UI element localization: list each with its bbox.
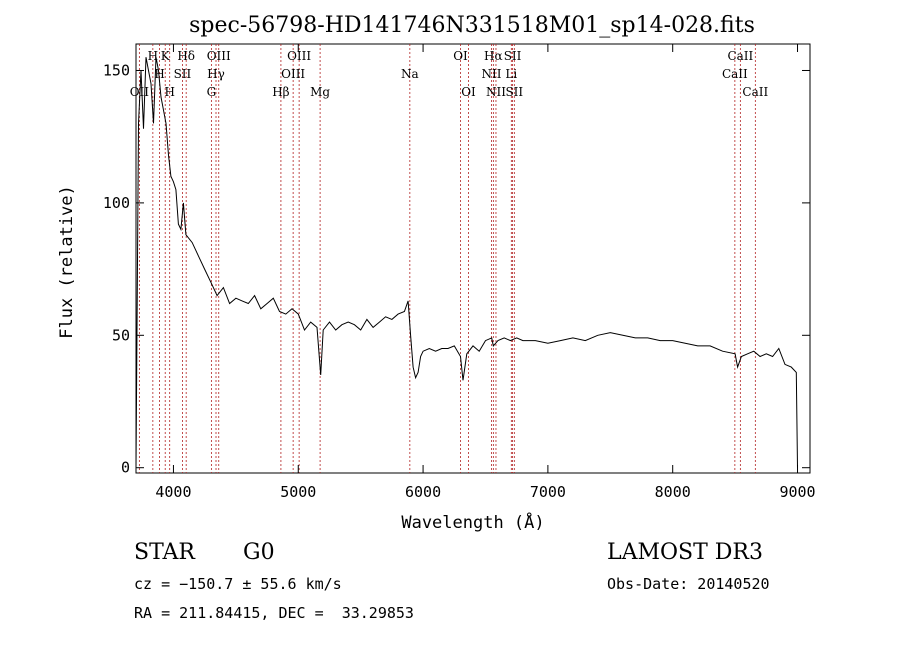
y-tick-label: 0	[121, 459, 130, 477]
spectrum-series-line	[135, 57, 798, 468]
plot-frame	[135, 43, 811, 474]
spectral-subclass: G0	[243, 540, 275, 565]
spectral-line-markers	[138, 44, 756, 473]
line-label: OIII	[207, 49, 231, 63]
y-axis-label: Flux (relative)	[57, 185, 77, 339]
observation-date: Obs-Date: 20140520	[607, 575, 770, 593]
line-label: H	[154, 67, 164, 81]
line-label: NII	[481, 67, 501, 81]
x-tick-label: 8000	[655, 483, 691, 501]
line-label: Hγ	[207, 67, 225, 81]
line-label: OI	[453, 49, 468, 63]
line-label: OI	[461, 85, 476, 99]
line-label: H	[148, 49, 158, 63]
x-tick-label: 6000	[405, 483, 441, 501]
line-label: SII	[504, 49, 522, 63]
y-axis-ticks: 0 50 100 150	[103, 61, 810, 477]
line-label: Mg	[310, 85, 330, 99]
line-label: CaII	[722, 67, 748, 81]
y-tick-label: 100	[103, 194, 130, 212]
line-label: Hδ	[177, 49, 195, 63]
line-label: SII	[505, 85, 523, 99]
line-label: G	[207, 85, 217, 99]
line-label: Hβ	[272, 85, 289, 99]
chart-title: spec-56798-HD141746N331518M01_sp14-028.f…	[189, 13, 755, 38]
line-label: OIII	[287, 49, 311, 63]
redshift-velocity: cz = −150.7 ± 55.6 km/s	[134, 575, 342, 593]
x-axis-ticks: 4000 5000 6000 7000 8000 9000	[155, 44, 816, 501]
y-tick-label: 150	[103, 61, 130, 79]
line-label: K	[161, 49, 171, 63]
line-label: H	[164, 85, 174, 99]
x-axis-label: Wavelength (Å)	[401, 511, 544, 533]
sky-coordinates: RA = 211.84415, DEC = 33.29853	[134, 604, 414, 622]
object-class: STAR	[134, 540, 195, 565]
line-label: OIII	[281, 67, 305, 81]
line-label: Li	[505, 67, 517, 81]
x-tick-label: 4000	[155, 483, 191, 501]
line-label: CaII	[742, 85, 768, 99]
x-tick-label: 5000	[280, 483, 316, 501]
line-label: Na	[401, 67, 419, 81]
y-tick-label: 50	[112, 326, 130, 344]
line-label: Hα	[484, 49, 503, 63]
survey-name: LAMOST DR3	[607, 540, 763, 565]
line-label: NII	[486, 85, 506, 99]
line-label: SII	[174, 67, 192, 81]
x-tick-label: 9000	[779, 483, 815, 501]
x-tick-label: 7000	[530, 483, 566, 501]
spectral-line-labels: OIIHHKHSIIHδGHγOIIIHβOIIIOIIIMgNaOIOINII…	[130, 49, 769, 99]
line-label: CaII	[727, 49, 753, 63]
